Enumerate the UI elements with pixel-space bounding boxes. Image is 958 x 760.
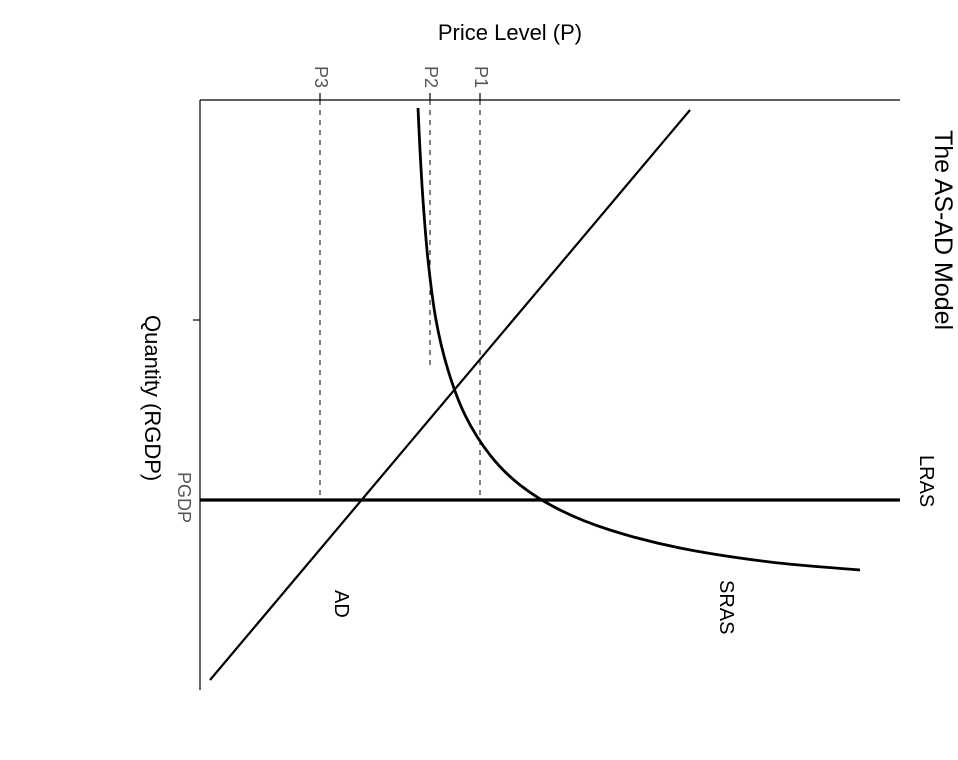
y-axis-label: Quantity (RGDP)	[140, 315, 165, 481]
as-ad-chart: P3 P2 P1 LRAS AD SRAS The AS-AD Model Price Lev…	[0, 0, 958, 760]
chart-title: The AS-AD Model	[929, 130, 957, 330]
lras-label: LRAS	[915, 455, 937, 507]
x-tick-label: P3	[311, 66, 331, 88]
x-tick-label: P2	[421, 66, 441, 88]
sras-label: SRAS	[715, 580, 737, 634]
pgdp-label: PGDP	[174, 472, 194, 523]
x-axis-label: Price Level (P)	[438, 20, 582, 45]
x-tick-label: P1	[471, 66, 491, 88]
ad-label: AD	[330, 590, 352, 618]
